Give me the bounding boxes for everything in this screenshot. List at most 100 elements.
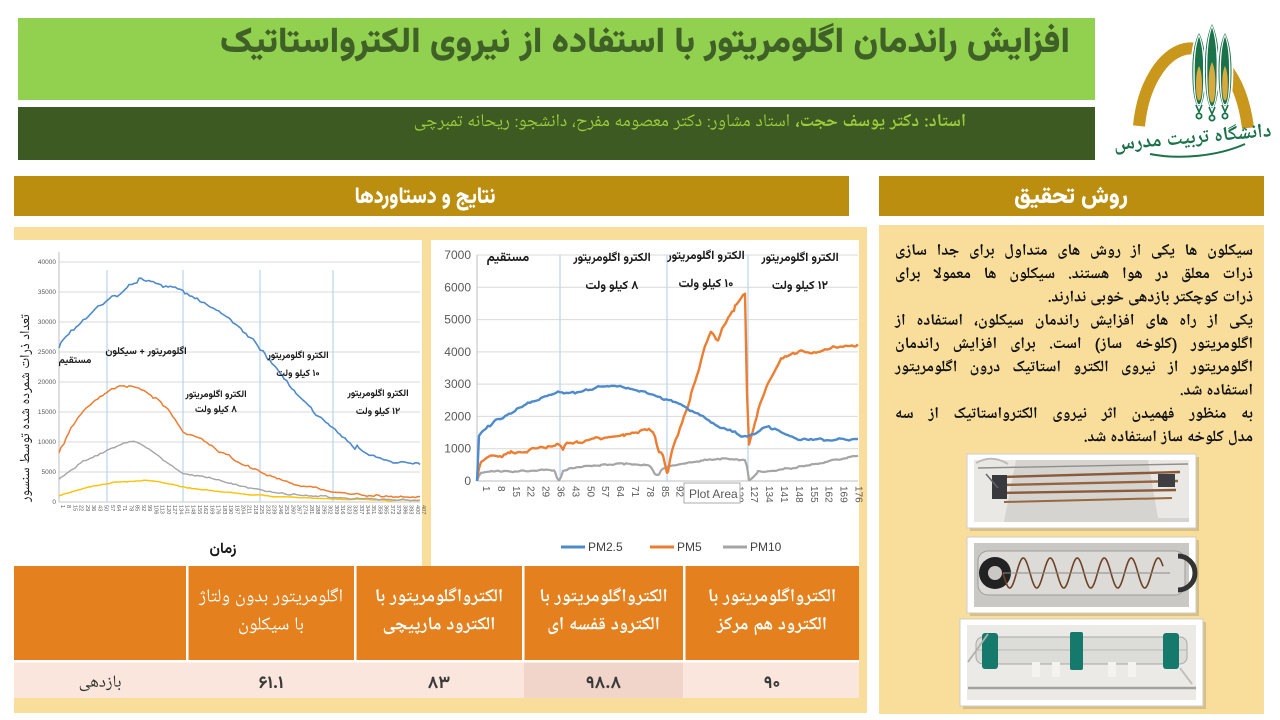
- svg-text:169: 169: [838, 486, 849, 503]
- svg-text:10000: 10000: [38, 439, 56, 446]
- svg-text:267: 267: [296, 505, 302, 514]
- svg-text:393: 393: [408, 505, 414, 514]
- svg-text:351: 351: [370, 505, 376, 514]
- svg-text:71: 71: [121, 505, 127, 511]
- svg-text:43: 43: [569, 486, 580, 498]
- svg-text:239: 239: [271, 505, 277, 514]
- svg-text:PM10: PM10: [750, 540, 782, 554]
- svg-text:5000: 5000: [444, 313, 471, 327]
- svg-text:57: 57: [599, 486, 610, 498]
- svg-text:5000: 5000: [42, 469, 57, 476]
- svg-text:36: 36: [90, 505, 96, 511]
- svg-text:204: 204: [240, 505, 246, 514]
- svg-text:309: 309: [333, 505, 339, 514]
- svg-text:40000: 40000: [38, 259, 56, 266]
- svg-text:50: 50: [103, 505, 109, 511]
- svg-text:71: 71: [629, 486, 640, 498]
- svg-text:127: 127: [171, 505, 177, 514]
- svg-text:78: 78: [128, 505, 134, 511]
- svg-text:50: 50: [584, 486, 595, 498]
- svg-text:274: 274: [302, 505, 308, 514]
- svg-text:134: 134: [177, 505, 183, 514]
- svg-text:176: 176: [853, 486, 864, 503]
- svg-text:407: 407: [420, 505, 426, 514]
- svg-text:120: 120: [165, 505, 171, 514]
- svg-text:1: 1: [59, 505, 65, 508]
- svg-text:288: 288: [314, 505, 320, 514]
- svg-text:106: 106: [152, 505, 158, 514]
- svg-text:127: 127: [748, 486, 759, 503]
- svg-text:PM2.5: PM2.5: [588, 540, 623, 554]
- svg-text:281: 281: [308, 505, 314, 514]
- svg-text:148: 148: [190, 505, 196, 514]
- svg-text:365: 365: [383, 505, 389, 514]
- svg-text:386: 386: [401, 505, 407, 514]
- svg-text:PM5: PM5: [677, 540, 702, 554]
- svg-text:330: 330: [352, 505, 358, 514]
- svg-text:64: 64: [115, 505, 121, 511]
- svg-text:134: 134: [763, 486, 774, 503]
- svg-text:169: 169: [208, 505, 214, 514]
- svg-text:372: 372: [389, 505, 395, 514]
- svg-text:92: 92: [674, 486, 685, 498]
- svg-text:29: 29: [540, 486, 551, 498]
- svg-text:99: 99: [146, 505, 152, 511]
- svg-text:7000: 7000: [444, 248, 471, 262]
- svg-text:162: 162: [202, 505, 208, 514]
- svg-text:57: 57: [109, 505, 115, 511]
- svg-text:15: 15: [71, 505, 77, 511]
- svg-text:141: 141: [778, 486, 789, 503]
- svg-text:176: 176: [215, 505, 221, 514]
- svg-text:344: 344: [364, 505, 370, 514]
- svg-text:1: 1: [480, 486, 491, 492]
- svg-text:0: 0: [464, 474, 471, 488]
- svg-text:30000: 30000: [38, 319, 56, 326]
- svg-text:8: 8: [495, 486, 506, 492]
- svg-text:78: 78: [644, 486, 655, 498]
- svg-text:155: 155: [808, 486, 819, 503]
- svg-text:25000: 25000: [38, 349, 56, 356]
- svg-text:4000: 4000: [444, 345, 471, 359]
- svg-text:113: 113: [159, 505, 165, 514]
- svg-text:92: 92: [140, 505, 146, 511]
- svg-text:183: 183: [221, 505, 227, 514]
- svg-text:141: 141: [184, 505, 190, 514]
- svg-text:246: 246: [277, 505, 283, 514]
- svg-text:337: 337: [358, 505, 364, 514]
- svg-text:64: 64: [614, 486, 625, 498]
- svg-text:232: 232: [264, 505, 270, 514]
- svg-text:20000: 20000: [38, 379, 56, 386]
- svg-text:22: 22: [78, 505, 84, 511]
- svg-text:85: 85: [659, 486, 670, 498]
- svg-text:155: 155: [196, 505, 202, 514]
- svg-text:8: 8: [65, 505, 71, 508]
- svg-text:6000: 6000: [444, 280, 471, 294]
- svg-text:260: 260: [289, 505, 295, 514]
- svg-text:400: 400: [414, 505, 420, 514]
- svg-text:43: 43: [96, 505, 102, 511]
- svg-text:0: 0: [52, 499, 56, 506]
- svg-text:3000: 3000: [444, 377, 471, 391]
- svg-text:29: 29: [84, 505, 90, 511]
- svg-text:295: 295: [320, 505, 326, 514]
- svg-text:302: 302: [327, 505, 333, 514]
- svg-text:15: 15: [510, 486, 521, 498]
- svg-text:35000: 35000: [38, 289, 56, 296]
- svg-text:15000: 15000: [38, 409, 56, 416]
- svg-text:253: 253: [283, 505, 289, 514]
- svg-text:2000: 2000: [444, 409, 471, 423]
- svg-text:197: 197: [233, 505, 239, 514]
- svg-text:323: 323: [345, 505, 351, 514]
- svg-text:218: 218: [252, 505, 258, 514]
- svg-text:211: 211: [246, 505, 252, 514]
- svg-text:85: 85: [134, 505, 140, 511]
- svg-text:358: 358: [376, 505, 382, 514]
- svg-text:Plot Area: Plot Area: [689, 487, 738, 501]
- svg-text:316: 316: [339, 505, 345, 514]
- svg-text:148: 148: [793, 486, 804, 503]
- svg-text:1000: 1000: [444, 442, 471, 456]
- svg-text:379: 379: [395, 505, 401, 514]
- svg-text:225: 225: [258, 505, 264, 514]
- svg-text:190: 190: [227, 505, 233, 514]
- svg-text:36: 36: [555, 486, 566, 498]
